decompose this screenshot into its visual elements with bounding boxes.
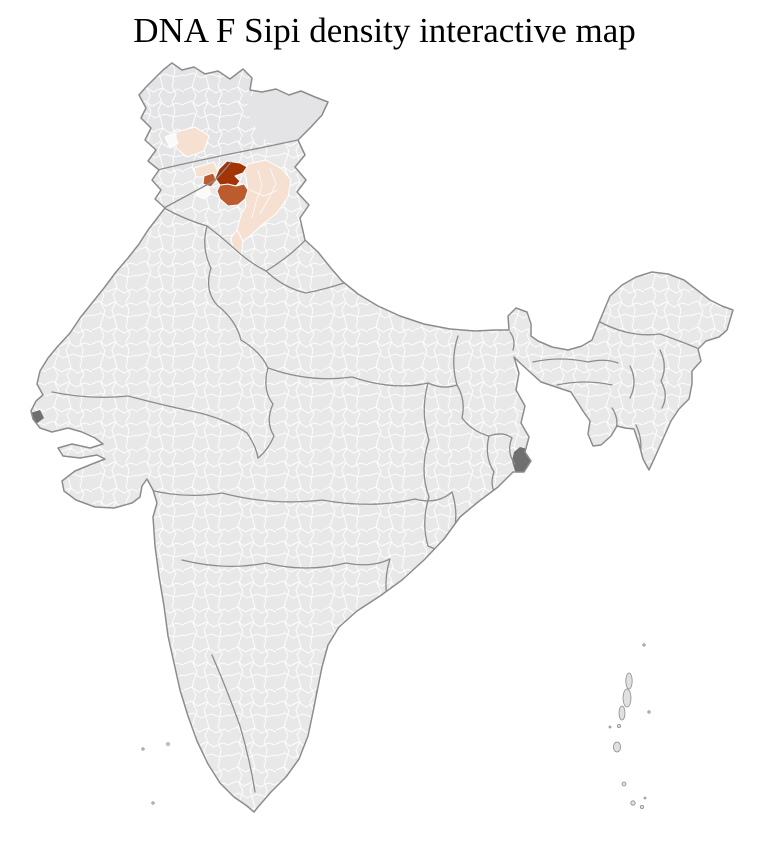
sundarbans-delta [512,447,536,478]
state-border-line [556,381,613,386]
state-border-line [267,367,458,388]
state-border-line [508,437,516,465]
state-border-line [456,384,513,439]
state-border-line [163,161,232,209]
island[interactable] [642,643,646,647]
district-borders-inner-line [259,167,277,215]
state-border-line [181,558,391,569]
state-border-line [149,489,453,505]
district-borders-inner [249,167,279,219]
district-borders-mesh [31,63,733,812]
island[interactable] [621,781,627,787]
state-border-line [423,382,430,547]
district-high-density[interactable] [202,172,218,188]
state-border-line [265,270,345,294]
district-low-density[interactable] [175,126,210,158]
state-borders [51,139,698,793]
island[interactable] [613,741,622,753]
district-highest-density[interactable] [214,160,248,187]
india-outline [30,62,734,813]
island[interactable] [643,796,647,800]
island[interactable] [141,747,145,751]
state-border-line [211,654,256,793]
island[interactable] [166,742,170,746]
state-border-line [453,335,459,386]
district-borders-inner-line [249,189,279,197]
state-border-line [265,237,308,272]
island[interactable] [617,724,622,729]
andaman-nicobar-islands[interactable] [608,643,651,810]
state-border-line [163,207,267,272]
district-minimal-density[interactable] [196,185,212,200]
island[interactable] [622,688,632,708]
island[interactable] [625,672,633,690]
state-border-line [599,321,698,349]
island[interactable] [151,801,155,805]
state-border-line [659,349,666,409]
lakshadweep-islands[interactable] [141,742,170,805]
state-border-line [156,139,299,171]
map-title: DNA F Sipi density interactive map [133,11,636,50]
island[interactable] [618,705,626,721]
state-border-line [51,391,259,459]
state-border-line [240,339,275,459]
island[interactable] [647,710,651,714]
state-border-line [315,661,395,703]
district-minimal-density[interactable] [164,132,179,149]
state-border-line [532,358,619,364]
island[interactable] [630,800,636,806]
island[interactable] [640,805,645,810]
state-border-line [509,331,515,351]
state-border-line [629,365,635,399]
state-border-line [204,225,242,341]
district-low-density[interactable] [230,229,244,257]
island[interactable] [608,725,612,729]
ladakh-plain-area [247,89,326,146]
